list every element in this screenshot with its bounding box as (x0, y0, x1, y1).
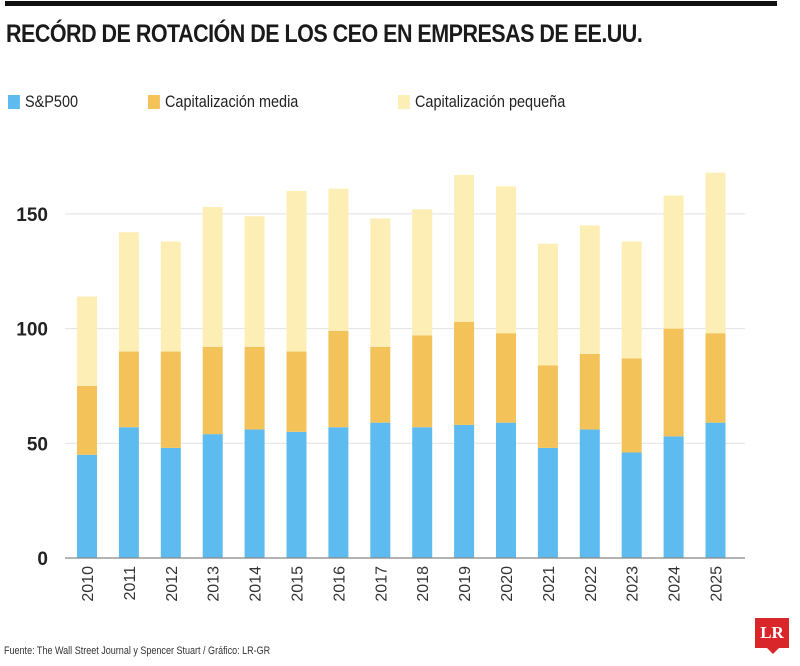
x-tick-label: 2024 (667, 566, 684, 602)
bar-segment-sp500 (370, 422, 391, 558)
bar-segment-small-cap (621, 241, 642, 359)
x-tick-label: 2017 (373, 566, 390, 602)
bar-segment-mid-cap (286, 351, 307, 432)
bar-segment-sp500 (496, 422, 516, 558)
bar-segment-mid-cap (370, 346, 391, 423)
bar-segment-sp500 (77, 454, 97, 558)
y-tick-label: 0 (37, 549, 48, 570)
x-tick-label: 2010 (80, 566, 97, 602)
bar-segment-mid-cap (537, 365, 558, 448)
bar-segment-mid-cap (705, 333, 726, 423)
legend-swatch (8, 95, 20, 109)
bar-segment-mid-cap (244, 346, 265, 430)
x-tick-label: 2016 (331, 566, 348, 602)
bar-segment-small-cap (412, 209, 433, 336)
bar-segment-small-cap (663, 195, 684, 329)
bar-segment-mid-cap (77, 385, 97, 455)
bar-segment-small-cap (370, 218, 391, 347)
x-tick-label: 2022 (583, 566, 600, 602)
x-tick-label: 2023 (625, 566, 642, 602)
y-tick-label: 50 (27, 434, 48, 455)
x-tick-label: 2015 (290, 566, 307, 602)
bar-segment-mid-cap (328, 330, 349, 428)
top-rule (5, 1, 777, 6)
lr-logo: LR (755, 618, 789, 654)
source-footer: Fuente: The Wall Street Journal y Spence… (4, 645, 271, 657)
bar-segment-sp500 (118, 427, 139, 558)
bar-segment-small-cap (77, 296, 97, 386)
x-tick-label: 2018 (415, 566, 432, 602)
x-tick-label: 2019 (457, 566, 474, 602)
bar-segment-sp500 (412, 427, 433, 558)
y-tick-label: 150 (16, 205, 48, 226)
bar-segment-small-cap (579, 225, 600, 354)
bar-segment-sp500 (244, 429, 265, 558)
bar-segment-mid-cap (496, 333, 516, 423)
x-tick-label: 2011 (122, 566, 139, 601)
legend-label: Capitalización media (165, 92, 299, 111)
bar-segment-small-cap (118, 232, 139, 352)
x-tick-label: 2012 (164, 566, 181, 602)
bar-segment-small-cap (454, 174, 475, 322)
bar-segment-sp500 (537, 447, 558, 558)
stacked-bar-chart: 0 50 100 150 2010 2011 2012 2013 2014 2015 2016 201… (16, 172, 745, 602)
bar-segment-sp500 (621, 452, 642, 558)
bar-segment-mid-cap (454, 321, 475, 425)
legend-item-small-cap: Capitalización pequeña (398, 92, 565, 112)
bar-segment-sp500 (328, 427, 349, 558)
bar-segment-sp500 (579, 429, 600, 558)
chart-title: RECÓRD DE ROTACIÓN DE LOS CEO EN EMPRESA… (6, 20, 643, 48)
bar-segment-mid-cap (621, 358, 642, 453)
bar-segment-mid-cap (412, 335, 433, 428)
bar-segment-small-cap (286, 190, 307, 352)
bar-segment-small-cap (328, 188, 349, 331)
legend-swatch (398, 95, 410, 109)
x-tick-label: 2014 (248, 566, 265, 602)
bar-segment-sp500 (663, 436, 684, 558)
bar-segment-mid-cap (160, 351, 181, 448)
bar-segment-small-cap (496, 186, 516, 334)
bar-segment-small-cap (244, 216, 265, 347)
y-tick-label: 100 (16, 320, 48, 341)
x-tick-label: 2013 (206, 566, 223, 602)
bar-segment-small-cap (160, 241, 181, 352)
bar-segment-sp500 (286, 431, 307, 558)
bar-segment-mid-cap (663, 328, 684, 437)
bar-segment-mid-cap (118, 351, 139, 428)
bar-segment-sp500 (202, 434, 223, 558)
bar-segment-small-cap (202, 207, 223, 347)
x-tick-label: 2025 (709, 566, 726, 602)
legend-item-mid-cap: Capitalización media (148, 92, 298, 112)
legend-item-sp500: S&P500 (8, 92, 78, 112)
bar-segment-sp500 (705, 422, 726, 558)
x-tick-label: 2021 (541, 566, 558, 602)
bar-segment-sp500 (160, 447, 181, 558)
bar-segment-sp500 (454, 424, 475, 558)
legend-swatch (148, 95, 160, 109)
bar-segment-mid-cap (579, 353, 600, 430)
legend-label: S&P500 (25, 92, 79, 111)
bar-segment-small-cap (705, 172, 726, 334)
x-tick-label: 2020 (499, 566, 516, 602)
bar-segment-small-cap (537, 243, 558, 366)
legend-label: Capitalización pequeña (415, 92, 566, 111)
bar-segment-mid-cap (202, 346, 223, 435)
